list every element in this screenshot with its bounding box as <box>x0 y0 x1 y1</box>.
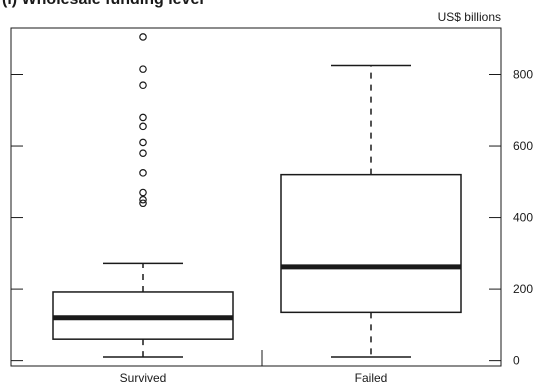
y-tick-label: 800 <box>513 67 533 81</box>
outlier-point <box>139 33 147 41</box>
box-iqr <box>280 173 462 314</box>
outlier-point <box>139 188 147 197</box>
outlier-point <box>139 122 147 131</box>
chart-title: (i) Wholesale funding level <box>2 0 204 8</box>
outlier-point <box>139 81 147 90</box>
x-tick-label: Survived <box>120 371 167 385</box>
y-tick-label: 200 <box>513 282 533 296</box>
outlier-point <box>139 149 147 157</box>
y-tick-label: 400 <box>513 211 533 225</box>
y-tick-label: 600 <box>513 139 533 153</box>
x-tick-label: Failed <box>355 371 388 385</box>
outlier-point <box>139 195 147 204</box>
chart-marks: 0 200 400 600 800 Survived Failed <box>11 33 533 385</box>
outlier-point <box>139 199 147 208</box>
outlier-point <box>139 138 147 147</box>
plot-frame <box>10 27 502 367</box>
outlier-point <box>139 113 147 122</box>
outlier-point <box>139 169 147 177</box>
unit-label: US$ billions <box>438 10 501 24</box>
y-tick-label: 0 <box>513 354 520 368</box>
outlier-point <box>139 65 147 73</box>
